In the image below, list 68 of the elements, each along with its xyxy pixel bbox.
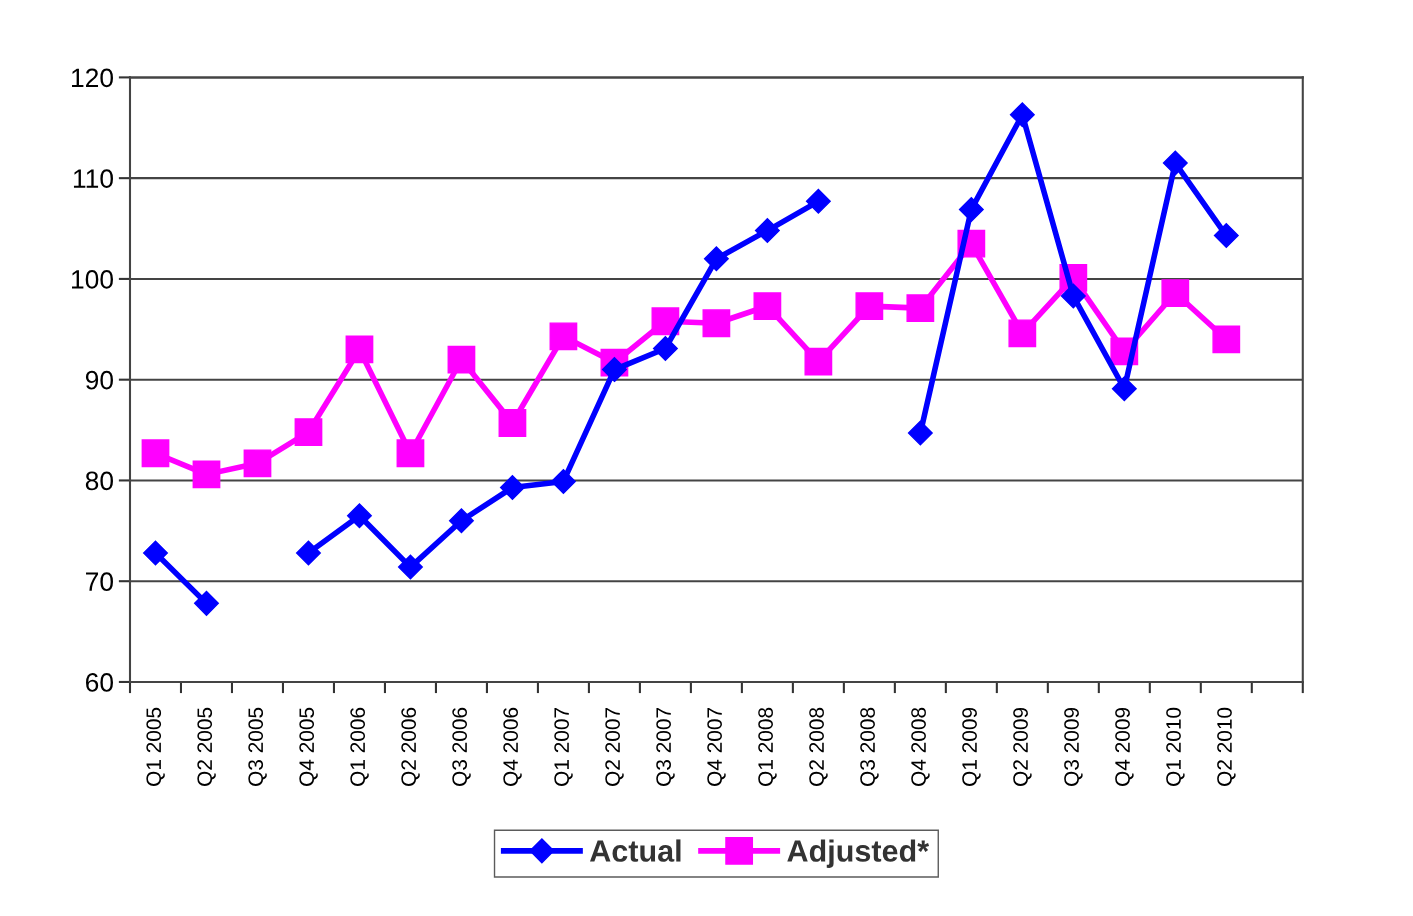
y-tick-label: 120 <box>72 68 113 88</box>
point <box>498 409 527 437</box>
point <box>447 345 476 374</box>
point <box>345 335 374 364</box>
legend-label: Adjusted* <box>787 839 930 868</box>
point <box>1111 376 1137 402</box>
point <box>1008 319 1037 348</box>
x-tick-label: Q3 2005 <box>248 707 267 786</box>
x-tick-label: Q3 2009 <box>1064 707 1083 786</box>
point <box>295 540 321 566</box>
point <box>550 468 576 494</box>
y-tick-label: 60 <box>86 673 113 692</box>
point <box>1009 102 1035 128</box>
x-tick-label: Q3 2007 <box>656 708 675 786</box>
y-tick-label: 100 <box>72 270 113 289</box>
y-tick-label: 110 <box>73 169 113 188</box>
point <box>1213 223 1239 249</box>
x-tick-label: Q1 2009 <box>962 707 981 786</box>
x-tick-label: Q2 2005 <box>197 707 216 786</box>
x-tick-label: Q1 2008 <box>758 707 777 786</box>
point <box>652 335 678 361</box>
point <box>243 449 272 478</box>
point <box>805 188 831 214</box>
point <box>194 590 219 616</box>
x-tick-label: Q4 2005 <box>299 707 318 786</box>
x-tick-label: Q1 2007 <box>554 708 573 786</box>
point <box>294 418 323 446</box>
point <box>1161 279 1190 307</box>
x-tick-label: Q4 2006 <box>503 707 522 786</box>
y-tick-label: 70 <box>86 572 113 592</box>
y-tick-label: 80 <box>85 471 113 491</box>
x-tick-label: Q2 2007 <box>605 708 624 786</box>
x-tick-label: Q4 2007 <box>707 708 726 786</box>
point <box>549 322 578 351</box>
x-tick-label: Q1 2010 <box>1166 707 1185 786</box>
point <box>396 439 425 468</box>
x-tick-label: Q4 2008 <box>911 707 930 786</box>
point <box>703 246 729 272</box>
x-tick-label: Q3 2006 <box>452 707 471 786</box>
point <box>754 218 780 244</box>
point <box>1060 283 1086 309</box>
point <box>601 357 627 383</box>
point <box>804 347 833 376</box>
point <box>906 294 935 323</box>
point <box>192 460 221 489</box>
point <box>753 292 782 321</box>
point <box>448 508 474 534</box>
point <box>499 475 525 500</box>
legend-label: Actual <box>590 839 681 862</box>
point <box>143 540 168 566</box>
point <box>702 309 731 338</box>
x-tick-label: Q2 2009 <box>1013 707 1032 786</box>
point <box>397 554 423 580</box>
x-tick-label: Q4 2009 <box>1115 707 1134 786</box>
x-tick-label: Q2 2010 <box>1217 707 1236 786</box>
x-tick-label: Q2 2008 <box>809 707 828 786</box>
x-tick-label: Q2 2006 <box>401 707 420 786</box>
x-tick-label: Q3 2008 <box>860 707 879 786</box>
x-tick-label: Q1 2006 <box>350 707 369 786</box>
point <box>1162 150 1188 176</box>
point <box>907 420 933 446</box>
point <box>855 292 884 321</box>
point <box>346 503 372 529</box>
x-tick-label: Q1 2005 <box>146 707 165 786</box>
y-tick-label: 90 <box>85 370 113 390</box>
point <box>141 439 170 468</box>
point <box>1212 325 1241 354</box>
point <box>958 196 984 222</box>
